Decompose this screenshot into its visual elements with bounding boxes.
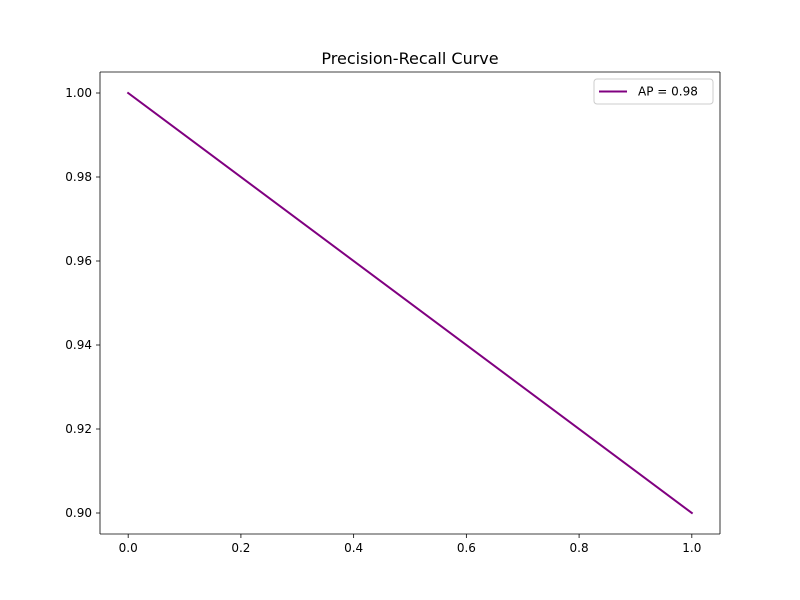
legend-box — [593, 78, 714, 105]
x-tick-label: 0.6 — [457, 541, 476, 555]
x-tick-label: 0.2 — [231, 541, 250, 555]
x-tick-label: 0.4 — [344, 541, 363, 555]
y-tick-label: 0.98 — [65, 170, 92, 184]
plot-area: 0.0 0.2 0.4 0.6 0.8 1.0 0.90 0.92 0.94 0.96 0.98 1.… — [65, 71, 721, 555]
y-tick-label: 0.96 — [65, 254, 92, 268]
x-tick-label: 1.0 — [682, 541, 701, 555]
legend: AP = 0.98 — [593, 78, 714, 105]
y-tick-label: 0.94 — [65, 338, 92, 352]
y-tick-label: 0.90 — [65, 506, 92, 520]
series-line-0 — [126, 91, 694, 515]
x-tick-label: 0.0 — [119, 541, 138, 555]
x-tick-label: 0.8 — [570, 541, 589, 555]
y-tick-label: 0.92 — [65, 422, 92, 436]
chart-title: Precision-Recall Curve — [321, 49, 498, 68]
y-tick-label: 1.00 — [65, 86, 92, 100]
legend-label: AP = 0.98 — [638, 85, 698, 99]
